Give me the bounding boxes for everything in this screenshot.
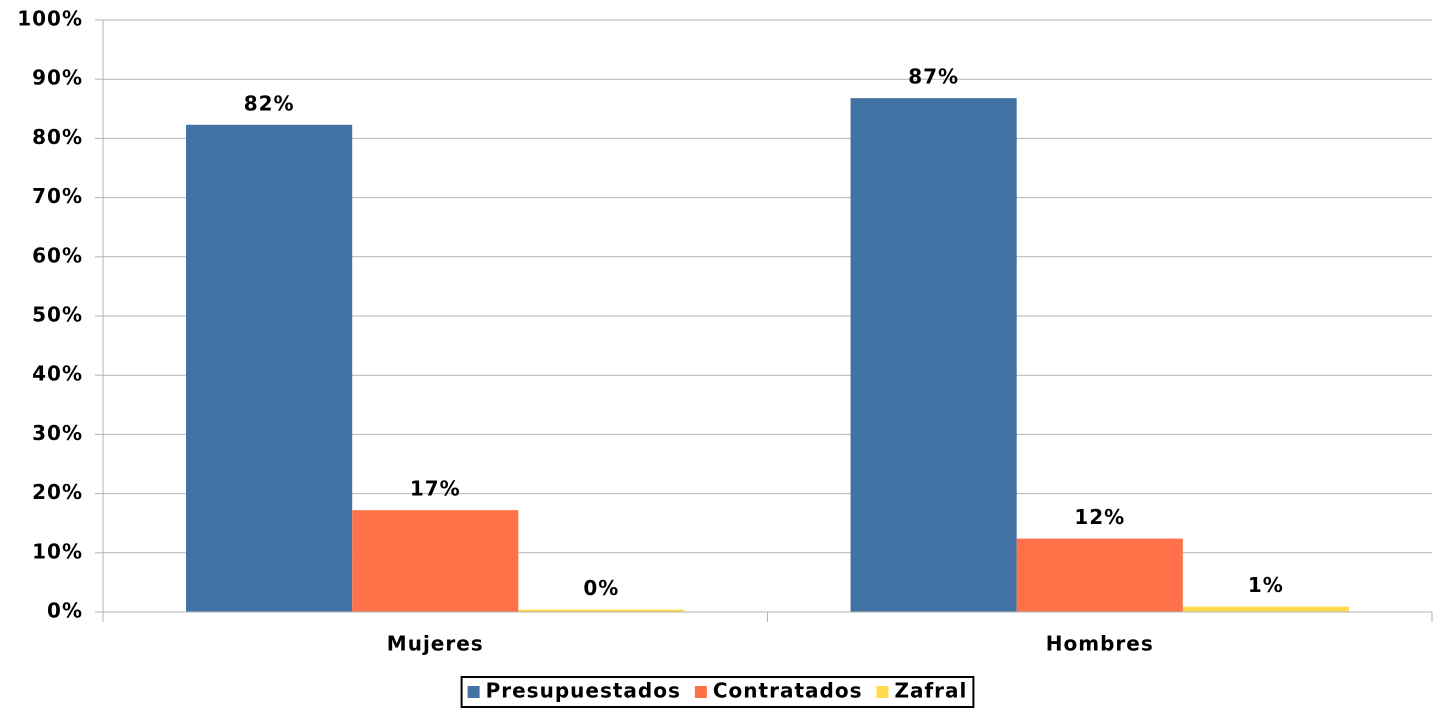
bar xyxy=(518,609,685,612)
bar xyxy=(186,124,353,612)
legend-label: Presupuestados xyxy=(486,679,681,703)
value-label: 87% xyxy=(908,65,959,89)
value-label: 12% xyxy=(1074,505,1125,529)
y-tick-label: 90% xyxy=(32,66,83,90)
y-tick-label: 30% xyxy=(32,421,83,445)
x-tick-label: Mujeres xyxy=(387,632,484,656)
value-label: 82% xyxy=(244,91,295,115)
y-tick-label: 10% xyxy=(32,539,83,563)
y-tick-label: 60% xyxy=(32,243,83,267)
y-tick-label: 100% xyxy=(17,7,83,31)
y-tick-label: 40% xyxy=(32,362,83,386)
legend xyxy=(460,676,975,708)
legend-label: Contratados xyxy=(713,679,863,703)
value-label: 1% xyxy=(1248,573,1284,597)
y-tick-label: 0% xyxy=(47,599,83,623)
legend-swatch xyxy=(876,686,889,698)
bar xyxy=(1016,538,1183,612)
value-label: 0% xyxy=(583,576,619,600)
bar xyxy=(850,98,1017,613)
x-tick-label: Hombres xyxy=(1046,632,1154,656)
legend-swatch xyxy=(467,686,480,698)
bar xyxy=(352,510,519,612)
y-tick-label: 20% xyxy=(32,480,83,504)
legend-swatch xyxy=(694,686,707,698)
legend-label: Zafral xyxy=(894,679,967,703)
y-tick-label: 50% xyxy=(32,303,83,327)
y-tick-label: 80% xyxy=(32,125,83,149)
bar xyxy=(1182,606,1349,612)
y-tick-label: 70% xyxy=(32,184,83,208)
value-label: 17% xyxy=(410,477,461,501)
